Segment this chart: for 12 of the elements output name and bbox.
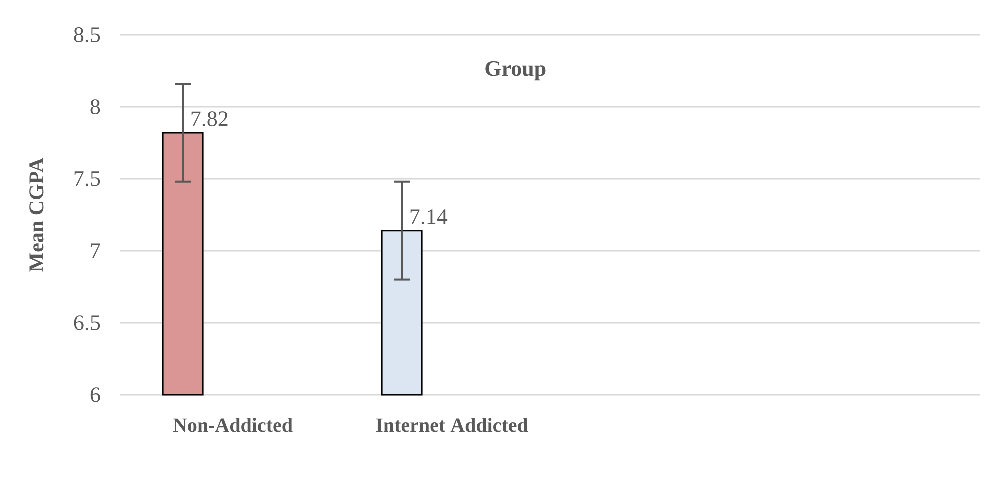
x-tick-label: Internet Addicted <box>376 418 528 432</box>
y-axis-title: Mean CGPA <box>30 158 44 272</box>
y-tick-label: 8.5 <box>74 28 100 42</box>
y-tick-label: 6.5 <box>74 316 100 330</box>
data-label: 7.82 <box>192 112 228 127</box>
y-tick-label: 6 <box>90 388 100 402</box>
text: Group <box>486 61 546 81</box>
data-label: 7.14 <box>410 210 448 224</box>
y-tick-label: 7.5 <box>74 172 100 186</box>
y-tick-label: 8 <box>90 100 100 114</box>
y-tick-label: 7 <box>91 244 100 258</box>
x-tick-label: Non-Addicted <box>173 418 293 432</box>
